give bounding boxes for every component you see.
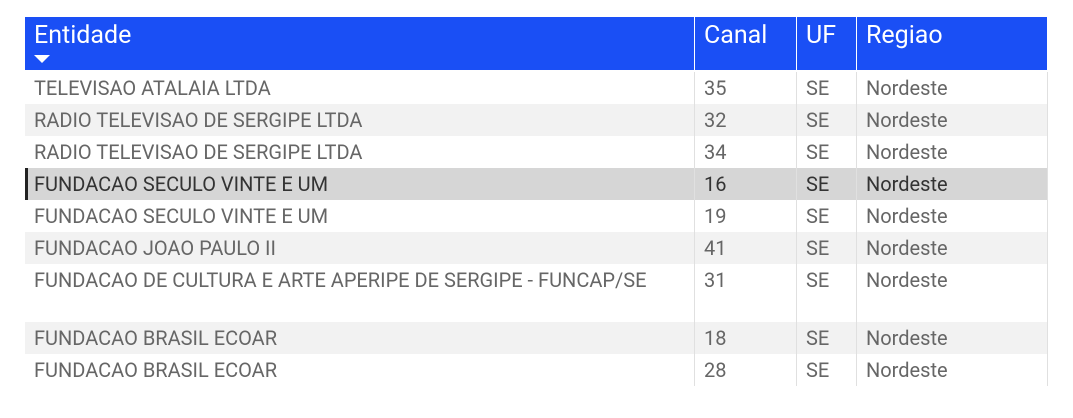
column-header[interactable]: Regiao: [857, 17, 1048, 70]
table-cell: RADIO TELEVISAO DE SERGIPE LTDA: [25, 104, 695, 136]
table-row[interactable]: FUNDACAO BRASIL ECOAR 28 SE Nordeste: [25, 354, 1048, 386]
table-row[interactable]: RADIO TELEVISAO DE SERGIPE LTDA 32 SE Norde…: [25, 104, 1048, 136]
table-cell: SE: [797, 168, 857, 200]
table-cell: 16: [695, 168, 797, 200]
table-cell: 31: [695, 264, 797, 322]
table-cell: 28: [695, 354, 797, 386]
table-row[interactable]: FUNDACAO SECULO VINTE E UM 16 SE Nordeste: [25, 168, 1048, 200]
table-cell: Nordeste: [857, 168, 1048, 200]
table-cell: Nordeste: [857, 136, 1048, 168]
column-header[interactable]: Entidade: [25, 17, 695, 70]
table-cell: 18: [695, 322, 797, 354]
table-cell: SE: [797, 322, 857, 354]
table-cell: SE: [797, 200, 857, 232]
table-row[interactable]: FUNDACAO JOAO PAULO II 41 SE Nordeste: [25, 232, 1048, 264]
table-row[interactable]: FUNDACAO BRASIL ECOAR 18 SE Nordeste: [25, 322, 1048, 354]
table-cell: Nordeste: [857, 104, 1048, 136]
table-cell: FUNDACAO JOAO PAULO II: [25, 232, 695, 264]
table-cell: FUNDACAO BRASIL ECOAR: [25, 354, 695, 386]
table-cell: 32: [695, 104, 797, 136]
table-cell: 41: [695, 232, 797, 264]
column-header[interactable]: UF: [797, 17, 857, 70]
table-cell: Nordeste: [857, 322, 1048, 354]
table-cell: SE: [797, 232, 857, 264]
table-cell: FUNDACAO DE CULTURA E ARTE APERIPE DE SE…: [25, 264, 695, 322]
column-header[interactable]: Canal: [695, 17, 797, 70]
table-row[interactable]: TELEVISAO ATALAIA LTDA 35 SE Nordeste: [25, 72, 1048, 104]
table-cell: RADIO TELEVISAO DE SERGIPE LTDA: [25, 136, 695, 168]
table-cell: FUNDACAO BRASIL ECOAR: [25, 322, 695, 354]
table-cell: SE: [797, 264, 857, 322]
table-row[interactable]: FUNDACAO DE CULTURA E ARTE APERIPE DE SE…: [25, 264, 1048, 322]
table-cell: TELEVISAO ATALAIA LTDA: [25, 72, 695, 104]
table-cell: Nordeste: [857, 232, 1048, 264]
table-cell: SE: [797, 104, 857, 136]
table-cell: Nordeste: [857, 264, 1048, 322]
table-cell: Nordeste: [857, 200, 1048, 232]
table-cell: Nordeste: [857, 354, 1048, 386]
table-cell: SE: [797, 136, 857, 168]
table-row[interactable]: RADIO TELEVISAO DE SERGIPE LTDA 34 SE Norde…: [25, 136, 1048, 168]
sort-indicator: [34, 55, 50, 63]
table-cell: SE: [797, 72, 857, 104]
table-cell: 35: [695, 72, 797, 104]
table-cell: 34: [695, 136, 797, 168]
table-cell: SE: [797, 354, 857, 386]
table-cell: FUNDACAO SECULO VINTE E UM: [25, 168, 695, 200]
table-cell: FUNDACAO SECULO VINTE E UM: [25, 200, 695, 232]
table-cell: Nordeste: [857, 72, 1048, 104]
table-row[interactable]: FUNDACAO SECULO VINTE E UM 19 SE Nordeste: [25, 200, 1048, 232]
table-cell: 19: [695, 200, 797, 232]
